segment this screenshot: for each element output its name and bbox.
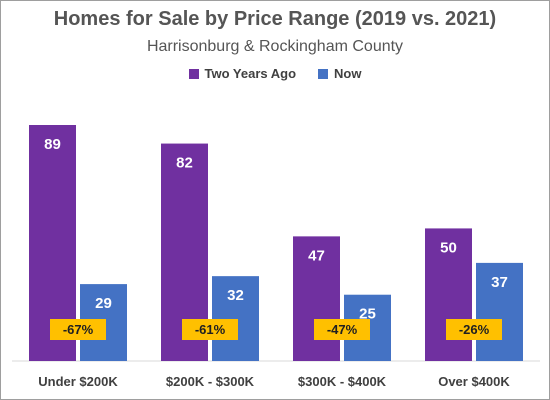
data-label-two-years-ago-0: 89 (44, 136, 61, 153)
change-label-2: -47% (327, 322, 358, 337)
change-label-1: -61% (195, 322, 226, 337)
change-badge-0 (50, 319, 106, 340)
legend-item-two-years-ago: Two Years Ago (188, 66, 297, 81)
change-label-0: -67% (63, 322, 94, 337)
legend-label-now: Now (334, 66, 362, 81)
legend: Two Years Ago Now (0, 66, 550, 81)
legend-swatch-two-years-ago (188, 68, 199, 79)
category-label-2: $300K - $400K (298, 374, 387, 389)
category-label-1: $200K - $300K (166, 374, 255, 389)
bar-now-1 (212, 276, 259, 361)
category-label-0: Under $200K (38, 374, 118, 389)
bar-now-3 (476, 262, 523, 361)
chart-title: Homes for Sale by Price Range (2019 vs. … (53, 8, 497, 30)
change-badge-2 (314, 319, 370, 340)
change-badge-1 (182, 319, 238, 340)
category-label-3: Over $400K (438, 374, 510, 389)
data-label-two-years-ago-3: 50 (440, 239, 457, 256)
data-label-two-years-ago-2: 47 (308, 247, 325, 264)
legend-label-two-years-ago: Two Years Ago (204, 66, 297, 81)
data-label-now-2: 25 (359, 306, 376, 323)
data-label-now-3: 37 (491, 274, 508, 291)
legend-item-now: Now (318, 66, 361, 81)
legend-swatch-now (318, 68, 329, 79)
bar-two-years-ago-2 (293, 236, 340, 361)
chart-subtitle: Harrisonburg & Rockingham County (146, 38, 404, 55)
data-label-now-1: 32 (227, 287, 244, 304)
change-badge-3 (446, 319, 502, 340)
data-label-two-years-ago-1: 82 (176, 155, 193, 172)
change-label-3: -26% (459, 322, 490, 337)
data-label-now-0: 29 (95, 295, 112, 312)
